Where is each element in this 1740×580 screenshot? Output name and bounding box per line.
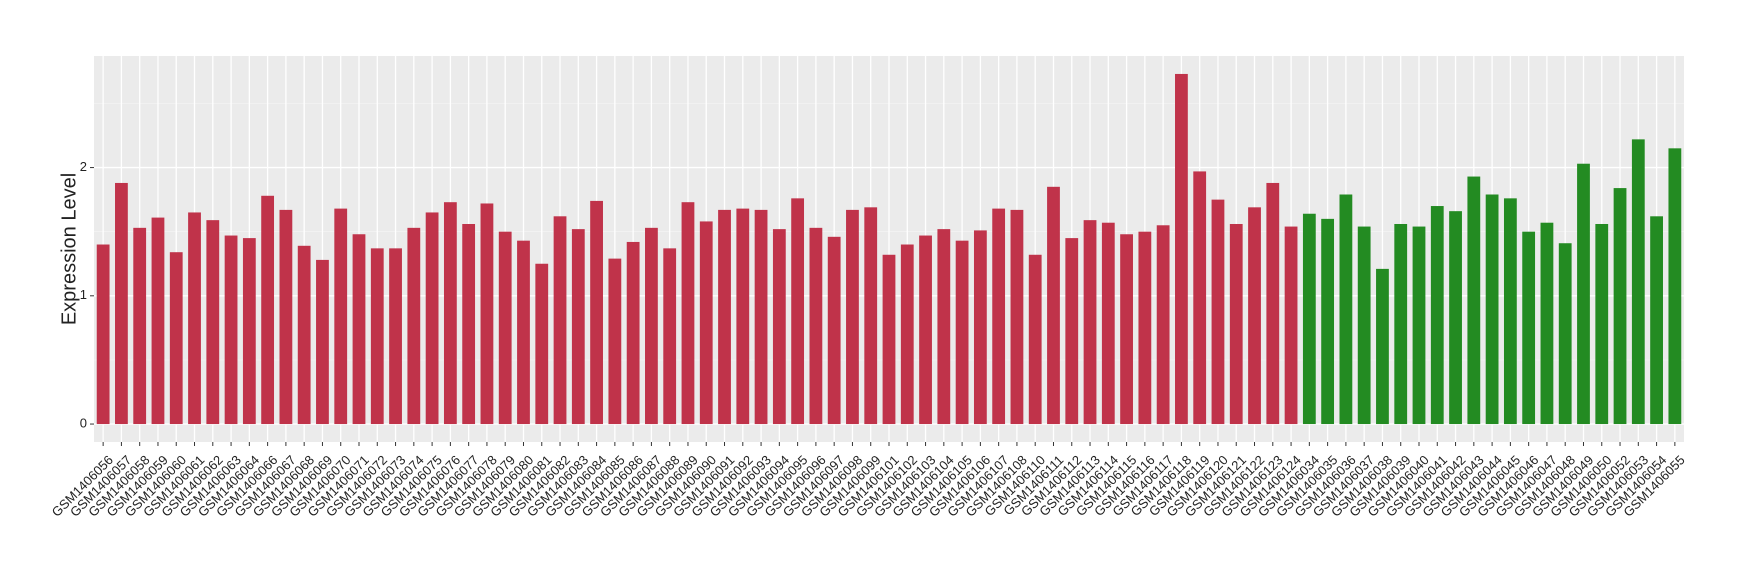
bar <box>1193 171 1207 425</box>
bar <box>242 238 256 425</box>
bar <box>1613 188 1627 425</box>
bar <box>316 259 329 425</box>
bar <box>1302 213 1316 425</box>
bar <box>224 235 238 425</box>
bar <box>571 229 585 425</box>
bar <box>1412 226 1426 425</box>
bar <box>1028 254 1042 425</box>
bar <box>443 202 457 425</box>
bar <box>1156 225 1170 425</box>
bar <box>608 258 622 425</box>
bar <box>1266 182 1280 425</box>
bar <box>1083 220 1097 425</box>
bar <box>389 248 402 425</box>
bar <box>115 182 128 425</box>
bar <box>535 263 549 425</box>
bar <box>96 244 110 425</box>
bar <box>772 229 786 425</box>
bar <box>754 209 768 425</box>
bar <box>407 227 421 425</box>
bar <box>1668 148 1682 425</box>
bar <box>1394 223 1408 425</box>
bar <box>1321 218 1335 425</box>
bar <box>206 220 220 425</box>
bar <box>480 203 494 425</box>
bar <box>1284 226 1298 425</box>
bar <box>846 209 859 425</box>
bar <box>1211 199 1225 425</box>
bar <box>1485 194 1499 425</box>
bar <box>718 209 731 425</box>
bar <box>809 227 823 425</box>
bar <box>827 236 841 425</box>
bar <box>1175 73 1188 425</box>
bar <box>955 240 969 425</box>
bar <box>663 248 677 425</box>
bar <box>1650 216 1663 425</box>
bar <box>151 217 165 425</box>
bar <box>1467 176 1481 425</box>
bar <box>1558 243 1572 425</box>
bar <box>882 254 896 425</box>
bar <box>1376 268 1389 425</box>
bar <box>279 209 293 425</box>
y-tick-label: 1 <box>80 287 87 302</box>
bar <box>352 234 366 425</box>
bar <box>973 230 987 425</box>
bar <box>1522 231 1536 425</box>
bar <box>334 208 348 425</box>
bar <box>553 216 567 425</box>
bar <box>425 212 439 425</box>
y-tick-label: 0 <box>80 415 87 430</box>
bar <box>1065 238 1079 425</box>
bar <box>681 202 695 425</box>
bar <box>900 244 914 425</box>
bar <box>919 235 932 425</box>
bar <box>1540 222 1554 425</box>
bar <box>517 240 530 425</box>
bar <box>1138 231 1152 425</box>
bar <box>590 200 603 425</box>
bar <box>864 207 878 425</box>
bar <box>699 221 713 425</box>
bar <box>297 245 311 425</box>
bar <box>1595 223 1609 425</box>
bar <box>370 248 384 425</box>
bar <box>791 198 805 425</box>
bar <box>1248 207 1261 425</box>
bar <box>992 208 1006 425</box>
y-tick-label: 2 <box>80 159 87 174</box>
bar <box>1449 211 1462 425</box>
y-axis-title: Expression Level <box>58 173 80 325</box>
bar <box>188 212 201 425</box>
bar <box>1577 163 1590 425</box>
bar <box>1047 186 1060 425</box>
bar <box>1503 198 1517 425</box>
bar <box>261 195 275 425</box>
bar <box>1229 223 1243 425</box>
bar <box>1357 226 1371 425</box>
bar <box>645 227 658 425</box>
bar <box>462 223 476 425</box>
bar <box>626 241 640 425</box>
bar <box>1101 222 1115 425</box>
bar <box>169 252 183 425</box>
bar <box>1120 234 1133 425</box>
bar <box>736 208 750 425</box>
bar <box>498 231 512 425</box>
bar <box>1430 206 1444 425</box>
bar <box>1339 194 1353 425</box>
bar <box>1010 209 1024 425</box>
bar <box>133 227 147 425</box>
bar <box>937 229 951 425</box>
bar <box>1631 139 1645 425</box>
